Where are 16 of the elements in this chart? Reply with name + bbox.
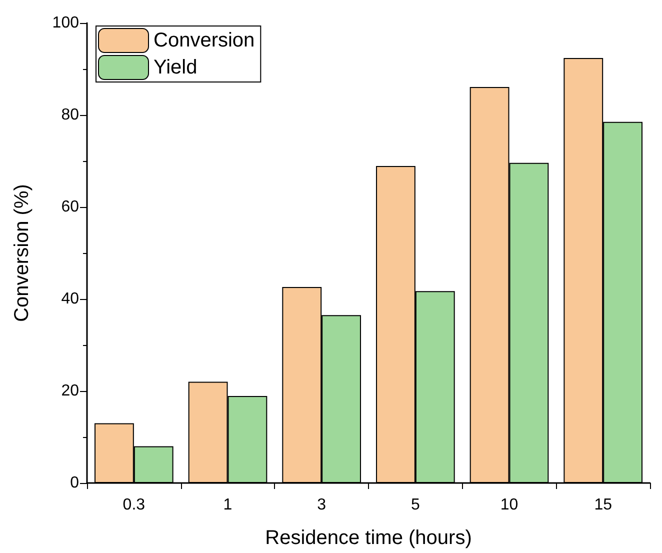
y-tick-label: 60: [61, 198, 80, 216]
legend-label: Conversion: [154, 30, 255, 52]
x-tick-label: 1: [223, 496, 232, 514]
x-tick-label: 15: [594, 496, 612, 514]
y-tick-label: 40: [61, 290, 80, 308]
legend-label: Yield: [154, 56, 198, 78]
x-tick-label: 5: [410, 496, 420, 514]
x-tick-label: 10: [500, 496, 518, 514]
x-axis-title: Residence time (hours): [265, 527, 472, 549]
y-tick-label: 80: [61, 106, 80, 124]
y-tick-label: 20: [61, 382, 80, 400]
y-tick-label: 100: [52, 14, 80, 32]
x-tick-label: 0.3: [122, 496, 146, 514]
y-axis-title: Conversion (%): [11, 184, 33, 322]
x-tick-label: 3: [317, 496, 326, 514]
y-tick-label: 0: [70, 474, 80, 492]
